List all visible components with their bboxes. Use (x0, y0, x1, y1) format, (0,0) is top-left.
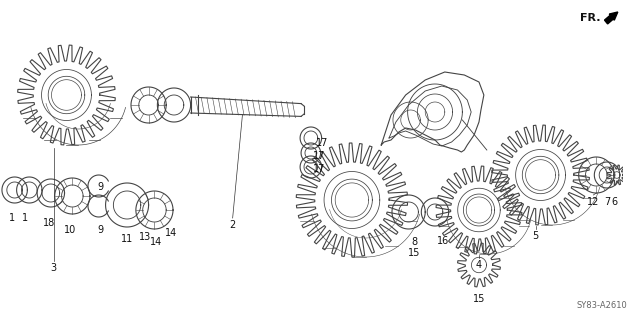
Text: 1: 1 (9, 213, 15, 223)
Text: 2: 2 (229, 220, 236, 230)
Text: 13: 13 (138, 232, 151, 242)
Text: 5: 5 (533, 231, 539, 241)
Text: 15: 15 (408, 248, 420, 258)
Text: 6: 6 (612, 197, 618, 207)
Text: 1: 1 (22, 213, 29, 223)
Text: 17: 17 (313, 164, 325, 174)
Text: 11: 11 (121, 234, 133, 244)
Text: 7: 7 (604, 197, 610, 207)
Text: 16: 16 (437, 236, 449, 246)
Text: 10: 10 (64, 225, 76, 235)
Text: 9: 9 (97, 225, 104, 235)
Text: 18: 18 (43, 218, 55, 228)
Text: 14: 14 (165, 228, 177, 238)
Text: 17: 17 (317, 138, 329, 148)
Text: 9: 9 (97, 182, 104, 192)
Text: SY83-A2610: SY83-A2610 (576, 301, 627, 310)
Text: 17: 17 (313, 151, 325, 161)
Text: 3: 3 (51, 263, 57, 273)
Text: 15: 15 (473, 294, 485, 304)
Text: FR.: FR. (580, 13, 600, 23)
Text: 8: 8 (412, 237, 417, 247)
FancyArrow shape (605, 12, 618, 24)
Text: 12: 12 (587, 197, 599, 207)
Text: 14: 14 (150, 237, 162, 247)
Text: 4: 4 (476, 260, 482, 270)
